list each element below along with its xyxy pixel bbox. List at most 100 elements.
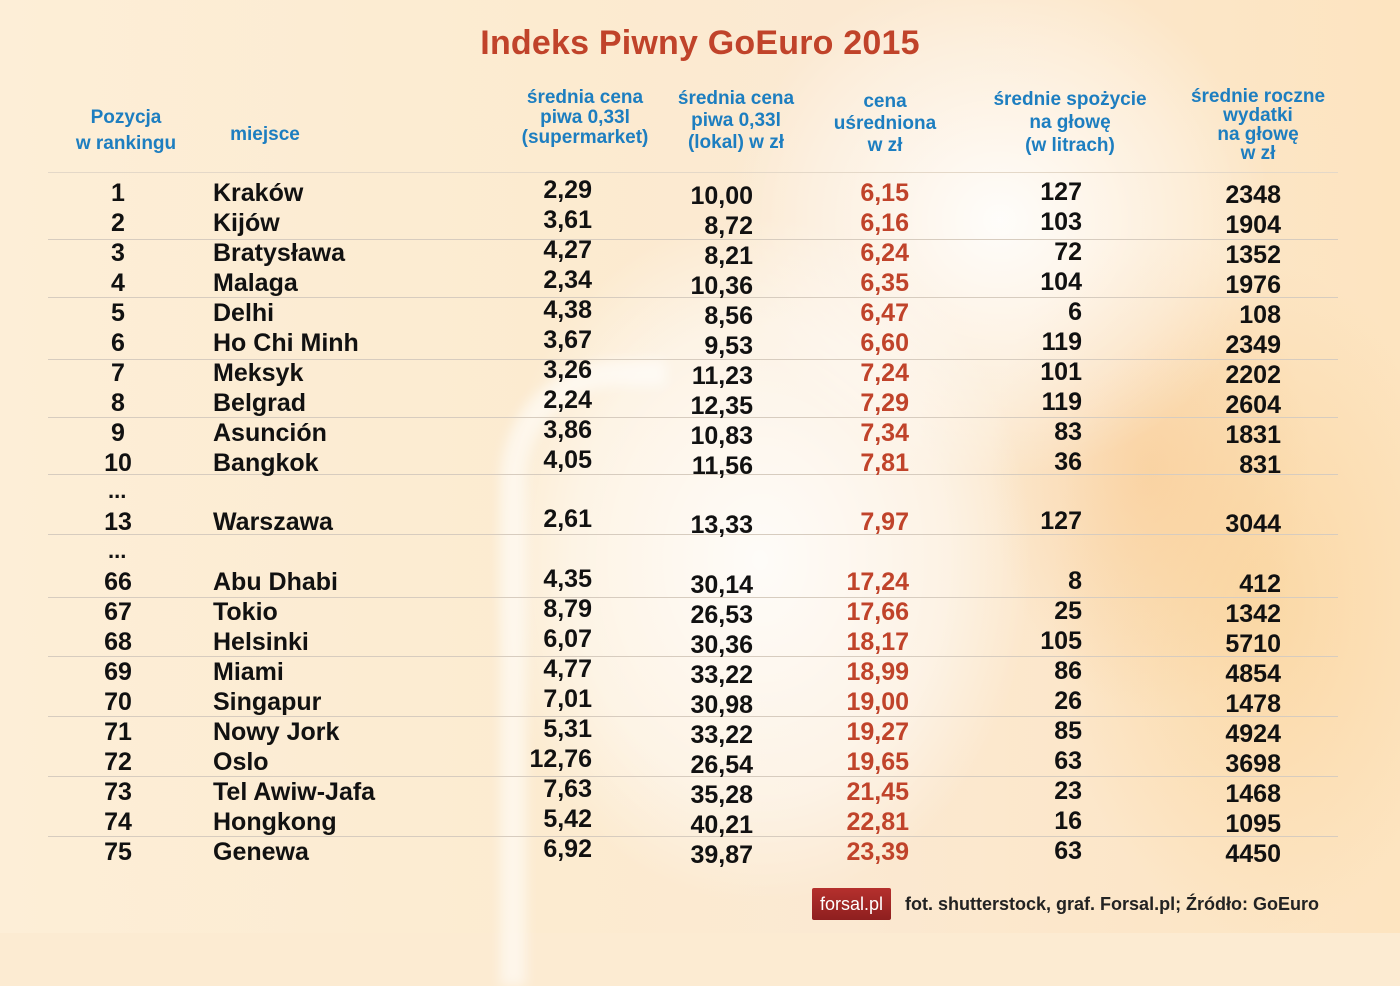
footer: forsal.pl fot. shutterstock, graf. Forsa… <box>812 888 1319 920</box>
average-price-cell: 6,16 <box>860 209 909 237</box>
average-price-cell: 19,00 <box>846 688 909 716</box>
table-row: 72 Oslo 12,76 26,54 19,65 63 3698 <box>48 745 1338 779</box>
consumption-cell: 25 <box>1054 597 1082 625</box>
city-cell: Kraków <box>213 179 304 207</box>
source-credit: fot. shutterstock, graf. Forsal.pl; Źród… <box>905 893 1320 914</box>
city-cell: Helsinki <box>213 628 309 656</box>
rank-cell: 6 <box>111 329 125 357</box>
spending-cell: 3698 <box>1225 750 1281 778</box>
rank-cell: 71 <box>104 718 132 746</box>
header-local-price: średnia cena piwa 0,33l (lokal) w zł <box>666 89 806 153</box>
supermarket-price-cell: 4,27 <box>543 236 592 264</box>
supermarket-price-cell: 3,61 <box>543 206 592 234</box>
header-line: piwa 0,33l <box>540 107 630 128</box>
spending-cell: 1468 <box>1225 780 1281 808</box>
local-price-cell: 30,36 <box>690 631 753 659</box>
consumption-cell: 26 <box>1054 687 1082 715</box>
header-line: (w litrach) <box>1025 135 1115 156</box>
table-row: 67 Tokio 8,79 26,53 17,66 25 1342 <box>48 595 1338 629</box>
table-row: 69 Miami 4,77 33,22 18,99 86 4854 <box>48 655 1338 689</box>
rank-cell: 75 <box>104 838 132 866</box>
city-cell: Hongkong <box>213 808 337 836</box>
average-price-cell: 6,60 <box>860 329 909 357</box>
header-line: w zł <box>867 135 903 156</box>
local-price-cell: 39,87 <box>690 841 753 869</box>
consumption-cell: 6 <box>1068 298 1082 326</box>
rank-gap-ellipsis: ... <box>108 538 127 563</box>
table-row: 68 Helsinki 6,07 30,36 18,17 105 5710 <box>48 625 1338 659</box>
rank-cell: 10 <box>104 449 132 477</box>
beer-mug-background <box>0 0 1400 933</box>
average-price-cell: 19,27 <box>846 718 909 746</box>
table-row: 6 Ho Chi Minh 3,67 9,53 6,60 119 2349 <box>48 326 1338 360</box>
local-price-cell: 30,14 <box>690 571 753 599</box>
header-line: w zł <box>1240 143 1276 164</box>
city-cell: Asunción <box>213 419 327 447</box>
consumption-cell: 101 <box>1040 358 1082 386</box>
table-row: 3 Bratysława 4,27 8,21 6,24 72 1352 <box>48 236 1338 270</box>
average-price-cell: 7,34 <box>860 419 909 447</box>
consumption-cell: 119 <box>1041 388 1082 416</box>
table-row: 70 Singapur 7,01 30,98 19,00 26 1478 <box>48 685 1338 719</box>
city-cell: Malaga <box>213 269 298 297</box>
average-price-cell: 7,24 <box>860 359 909 387</box>
city-cell: Ho Chi Minh <box>213 329 359 357</box>
supermarket-price-cell: 2,24 <box>543 386 592 414</box>
table-row: 10 Bangkok 4,05 11,56 7,81 36 831 <box>48 446 1338 480</box>
local-price-cell: 10,36 <box>690 272 753 300</box>
header-supermarket-price: średnia cena piwa 0,33l (supermarket) <box>510 88 660 148</box>
supermarket-price-cell: 5,31 <box>543 715 592 743</box>
table-row: 9 Asunción 3,86 10,83 7,34 83 1831 <box>48 416 1338 450</box>
supermarket-price-cell: 3,86 <box>543 416 592 444</box>
table-row: 66 Abu Dhabi 4,35 30,14 17,24 8 412 <box>48 565 1338 599</box>
supermarket-price-cell: 7,01 <box>543 685 592 713</box>
consumption-cell: 127 <box>1040 178 1082 206</box>
spending-cell: 1831 <box>1225 421 1281 449</box>
rank-cell: 3 <box>111 239 125 267</box>
supermarket-price-cell: 6,92 <box>543 835 592 863</box>
consumption-cell: 127 <box>1040 507 1082 535</box>
average-price-cell: 23,39 <box>846 838 909 866</box>
local-price-cell: 13,33 <box>690 511 753 539</box>
rank-cell: 67 <box>104 598 132 626</box>
table-row: 1 Kraków 2,29 10,00 6,15 127 2348 <box>48 176 1338 210</box>
supermarket-price-cell: 4,35 <box>543 565 592 593</box>
header-line: wydatki <box>1223 105 1293 126</box>
spending-cell: 1352 <box>1225 241 1281 269</box>
rank-cell: 69 <box>104 658 132 686</box>
city-cell: Warszawa <box>213 508 333 536</box>
local-price-cell: 9,53 <box>704 332 753 360</box>
city-cell: Abu Dhabi <box>213 568 338 596</box>
local-price-cell: 35,28 <box>690 781 753 809</box>
header-line: piwa 0,33l <box>691 110 781 131</box>
average-price-cell: 6,24 <box>860 239 909 267</box>
rank-cell: 8 <box>111 389 125 417</box>
local-price-cell: 30,98 <box>690 691 753 719</box>
local-price-cell: 10,83 <box>690 422 753 450</box>
consumption-cell: 63 <box>1054 747 1082 775</box>
rank-gap-ellipsis: ... <box>108 478 127 503</box>
city-cell: Meksyk <box>213 359 304 387</box>
city-cell: Oslo <box>213 748 269 776</box>
header-line: na głowę <box>1217 124 1299 145</box>
table-row: 2 Kijów 3,61 8,72 6,16 103 1904 <box>48 206 1338 240</box>
supermarket-price-cell: 5,42 <box>543 805 592 833</box>
local-price-cell: 33,22 <box>690 721 753 749</box>
rank-cell: 70 <box>104 688 132 716</box>
spending-cell: 1478 <box>1225 690 1281 718</box>
spending-cell: 5710 <box>1225 630 1281 658</box>
forsal-logo[interactable]: forsal.pl <box>812 888 892 920</box>
rank-cell: 73 <box>104 778 132 806</box>
header-line: Pozycja <box>90 107 162 128</box>
header-line: średnia cena <box>677 88 795 109</box>
header-divider <box>48 172 1338 173</box>
supermarket-price-cell: 2,29 <box>543 176 592 204</box>
table-row: 8 Belgrad 2,24 12,35 7,29 119 2604 <box>48 386 1338 420</box>
spending-cell: 831 <box>1239 451 1281 479</box>
spending-cell: 2604 <box>1225 391 1281 419</box>
supermarket-price-cell: 12,76 <box>529 745 592 773</box>
consumption-cell: 72 <box>1054 238 1082 266</box>
average-price-cell: 18,99 <box>846 658 909 686</box>
spending-cell: 1976 <box>1225 271 1281 299</box>
consumption-cell: 119 <box>1041 328 1082 356</box>
